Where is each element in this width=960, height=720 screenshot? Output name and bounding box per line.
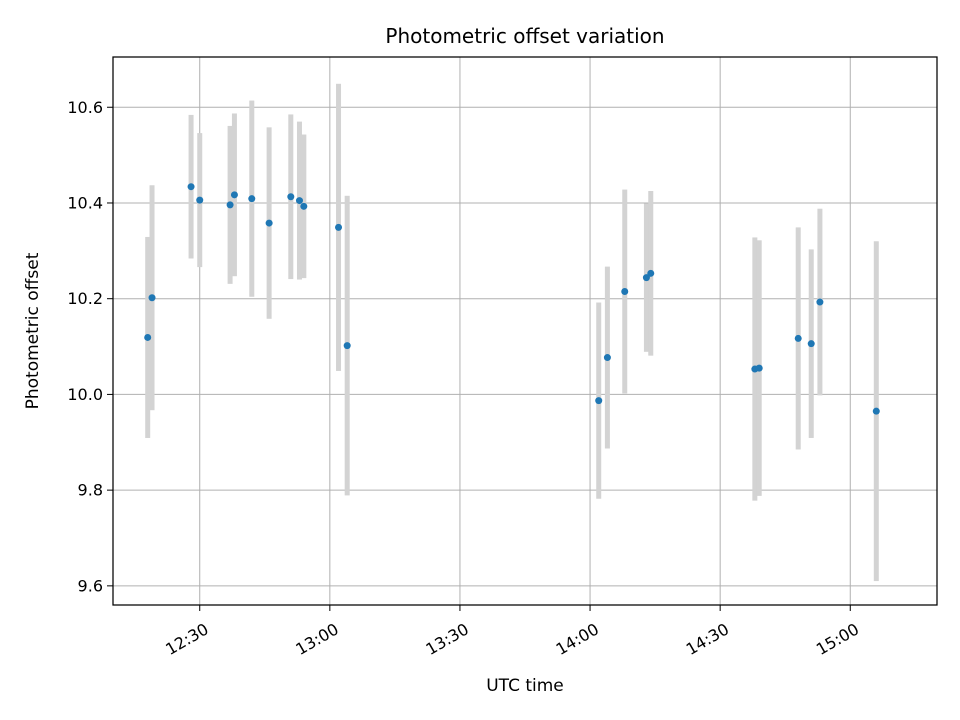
y-tick-label: 10.4 [67, 193, 103, 212]
data-point [621, 288, 629, 296]
y-tick-label: 10.0 [67, 385, 103, 404]
data-points [144, 183, 880, 415]
data-point [807, 340, 815, 348]
data-point [248, 195, 256, 203]
x-axis-label: UTC time [486, 676, 564, 696]
data-point [595, 397, 603, 405]
data-point [755, 364, 763, 372]
data-point [300, 202, 308, 210]
data-point [343, 342, 351, 350]
data-point [226, 201, 234, 209]
data-point [144, 333, 152, 341]
data-point [647, 269, 655, 277]
data-point [287, 193, 295, 201]
y-axis-ticks: 9.6 9.8 10.0 10.2 10.4 10.6 [67, 98, 113, 595]
data-point [335, 223, 343, 231]
data-point [196, 196, 204, 204]
data-point [872, 407, 880, 415]
y-tick-label: 10.2 [67, 289, 103, 308]
data-point [148, 294, 156, 302]
y-tick-label: 9.8 [78, 481, 103, 500]
data-point [642, 274, 650, 282]
plot-frame [112, 56, 938, 606]
data-point [230, 191, 238, 199]
data-point [603, 354, 611, 362]
data-point [295, 197, 303, 205]
data-point [265, 219, 273, 227]
chart-title: Photometric offset variation [385, 24, 664, 48]
data-point [187, 183, 195, 191]
y-tick-label: 10.6 [67, 98, 103, 117]
data-point [794, 334, 802, 342]
data-point [816, 298, 824, 306]
y-tick-label: 9.6 [78, 576, 103, 595]
y-axis-label: Photometric offset [23, 252, 43, 409]
